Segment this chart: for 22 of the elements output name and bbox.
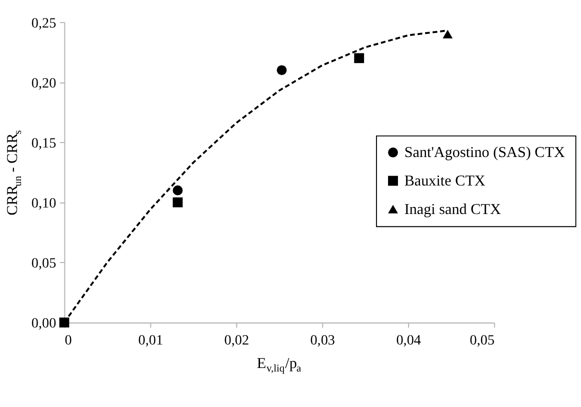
y-tick-label: 0,10: [31, 196, 56, 212]
y-axis-title: CRRun - CRRs: [5, 130, 24, 216]
y-tick-label: 0,20: [31, 75, 56, 92]
x-tick-label: 0,01: [138, 332, 164, 349]
legend-label: Inagi sand CTX: [404, 202, 501, 218]
point: [172, 185, 183, 196]
y-tick-label: 0,05: [31, 256, 56, 272]
point: [276, 65, 287, 76]
x-tick-label: 0,03: [310, 332, 336, 349]
x-tick-label: 0: [64, 332, 72, 349]
y-tick-label: 0,15: [31, 135, 56, 152]
x-tick-label: 0,05: [470, 332, 495, 349]
point: [172, 197, 183, 208]
y-tick-label: 0,25: [31, 15, 56, 32]
point: [442, 30, 453, 38]
point: [59, 318, 70, 328]
legend-label: Bauxite CTX: [404, 174, 486, 190]
x-tick-label: 0,04: [396, 332, 421, 349]
legend-label: Sant'Agostino (SAS) CTX: [404, 145, 565, 162]
x-tick-label: 0,02: [224, 332, 250, 349]
point: [354, 53, 364, 64]
y-tick-label: 0,00: [31, 316, 56, 332]
